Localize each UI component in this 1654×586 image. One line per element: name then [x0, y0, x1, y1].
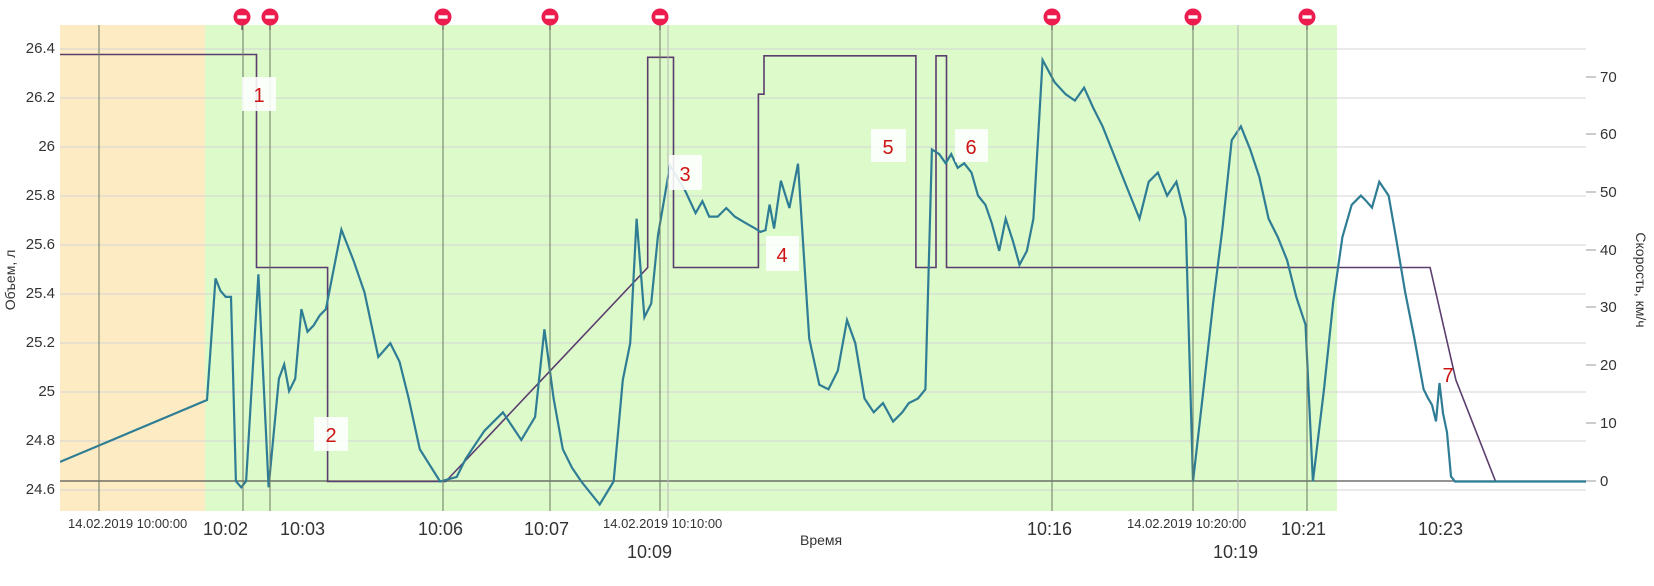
svg-text:0: 0 [1600, 473, 1608, 490]
svg-text:70: 70 [1600, 69, 1617, 86]
svg-text:50: 50 [1600, 184, 1617, 201]
svg-text:Объем, л: Объем, л [2, 250, 18, 311]
svg-text:10:02: 10:02 [203, 519, 248, 539]
svg-text:6: 6 [965, 137, 976, 159]
svg-text:20: 20 [1600, 357, 1617, 374]
svg-text:25.8: 25.8 [26, 187, 55, 204]
svg-text:14.02.2019 10:10:00: 14.02.2019 10:10:00 [603, 516, 722, 531]
svg-text:Скорость, км/ч: Скорость, км/ч [1633, 232, 1649, 327]
svg-text:25: 25 [38, 383, 55, 400]
svg-text:60: 60 [1600, 126, 1617, 143]
svg-text:14.02.2019 10:20:00: 14.02.2019 10:20:00 [1127, 516, 1246, 531]
svg-text:10:19: 10:19 [1213, 542, 1258, 562]
svg-text:10:23: 10:23 [1418, 519, 1463, 539]
svg-text:10:07: 10:07 [524, 519, 569, 539]
svg-text:14.02.2019 10:00:00: 14.02.2019 10:00:00 [68, 516, 187, 531]
svg-text:10: 10 [1600, 415, 1617, 432]
svg-text:10:03: 10:03 [280, 519, 325, 539]
svg-text:3: 3 [679, 164, 690, 186]
svg-text:10:06: 10:06 [418, 519, 463, 539]
svg-text:26: 26 [38, 138, 55, 155]
svg-text:7: 7 [1442, 365, 1453, 387]
svg-text:10:21: 10:21 [1281, 519, 1326, 539]
svg-text:25.2: 25.2 [26, 334, 55, 351]
svg-text:Время: Время [800, 532, 842, 548]
svg-text:25.4: 25.4 [26, 285, 55, 302]
svg-text:24.6: 24.6 [26, 481, 55, 498]
svg-text:25.6: 25.6 [26, 236, 55, 253]
svg-text:4: 4 [776, 245, 787, 267]
svg-text:26.2: 26.2 [26, 89, 55, 106]
svg-text:10:16: 10:16 [1027, 519, 1072, 539]
svg-text:40: 40 [1600, 242, 1617, 259]
svg-text:1: 1 [253, 85, 264, 107]
svg-text:5: 5 [882, 137, 893, 159]
svg-text:26.4: 26.4 [26, 40, 55, 57]
svg-text:2: 2 [325, 425, 336, 447]
svg-text:10:09: 10:09 [627, 542, 672, 562]
svg-text:24.8: 24.8 [26, 432, 55, 449]
svg-text:30: 30 [1600, 299, 1617, 316]
